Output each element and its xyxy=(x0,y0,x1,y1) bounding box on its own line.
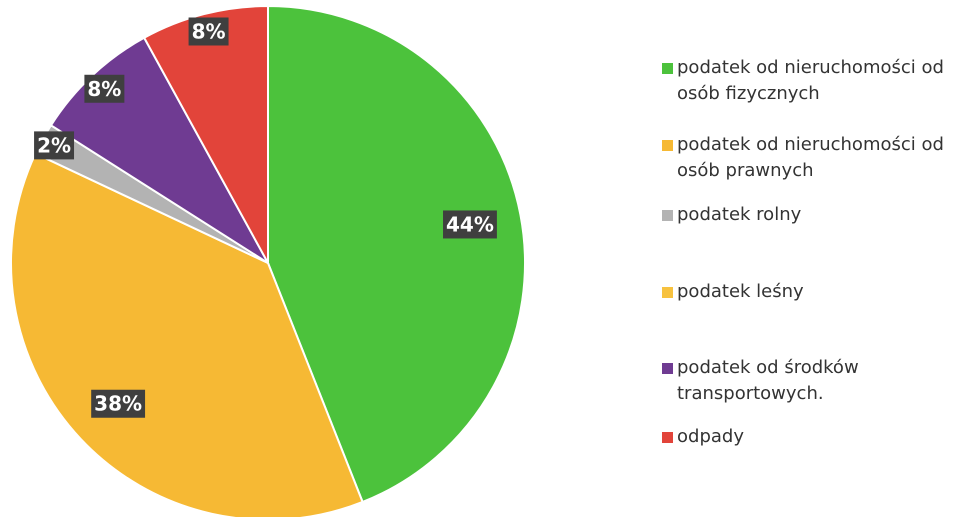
legend-label: podatek leśny xyxy=(677,281,804,302)
data-label-box xyxy=(91,389,146,418)
data-label-text: 44% xyxy=(446,212,494,236)
legend-swatch xyxy=(662,432,673,443)
data-label: 38% xyxy=(91,389,146,418)
legend-item: podatek leśny xyxy=(662,279,972,305)
data-label-text: 38% xyxy=(94,392,142,416)
data-label-box xyxy=(84,74,125,103)
legend-item: podatek od nieruchomości od osób prawnyc… xyxy=(662,132,972,184)
legend-label: podatek od środków transportowych. xyxy=(677,357,859,404)
legend-item: podatek od nieruchomości od osób fizyczn… xyxy=(662,55,972,107)
legend-item: podatek od środków transportowych. xyxy=(662,355,972,407)
data-label: 8% xyxy=(188,17,229,46)
pie-slice xyxy=(10,152,364,517)
legend-label: podatek od nieruchomości od osób fizyczn… xyxy=(677,57,944,104)
legend-item: podatek rolny xyxy=(662,202,972,228)
data-label: 44% xyxy=(443,210,497,239)
data-label-text: 8% xyxy=(87,77,121,101)
data-label-text: 2% xyxy=(37,133,71,157)
legend-item: odpady xyxy=(662,424,972,450)
legend-swatch xyxy=(662,140,673,151)
data-label-text: 8% xyxy=(192,19,226,43)
pie-slice xyxy=(142,4,269,264)
legend-label: podatek od nieruchomości od osób prawnyc… xyxy=(677,134,944,181)
data-label-box xyxy=(34,131,75,160)
data-label: 8% xyxy=(84,74,125,103)
legend-swatch xyxy=(662,210,673,221)
legend-swatch xyxy=(662,63,673,74)
data-label-box xyxy=(443,210,497,239)
legend-swatch xyxy=(662,287,673,298)
legend-label: odpady xyxy=(677,426,744,447)
legend-label: podatek rolny xyxy=(677,204,802,225)
pie-slice xyxy=(267,4,526,504)
data-label-box xyxy=(188,17,229,46)
data-label: 2% xyxy=(34,131,75,160)
legend-swatch xyxy=(662,363,673,374)
